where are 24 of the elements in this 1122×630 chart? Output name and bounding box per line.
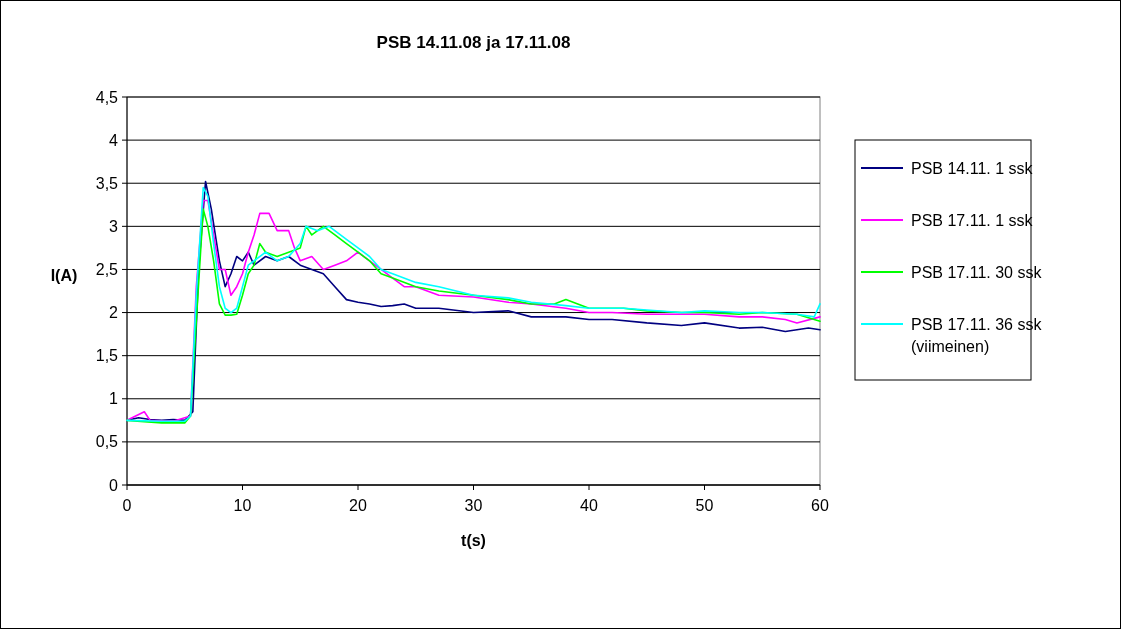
x-tick-label: 60 [811, 497, 829, 514]
y-tick-label: 4,5 [95, 88, 119, 106]
legend-label: PSB 17.11. 1 ssk [911, 211, 1034, 229]
x-axis-title: t(s) [461, 532, 486, 549]
y-tick-label: 3 [109, 217, 119, 235]
x-tick-label: 10 [233, 497, 252, 514]
x-tick-label: 0 [122, 497, 132, 514]
y-tick-label: 1 [109, 390, 119, 408]
x-tick-label: 50 [695, 497, 714, 514]
legend-label: PSB 17.11. 36 ssk (viimeinen) [911, 315, 1043, 355]
y-tick-label: 3,5 [95, 174, 119, 192]
y-tick-label: 2,5 [95, 261, 119, 279]
y-axis-title: I(A) [50, 267, 78, 284]
x-tick-label: 40 [580, 497, 598, 514]
x-tick-label: 30 [464, 497, 483, 514]
legend-label: PSB 14.11. 1 ssk [911, 159, 1034, 177]
x-tick-label: 20 [349, 497, 367, 514]
y-tick-label: 1,5 [95, 347, 119, 365]
y-tick-label: 2 [109, 304, 119, 322]
legend-label: PSB 17.11. 30 ssk [911, 263, 1043, 281]
y-tick-label: 4 [109, 131, 119, 149]
y-tick-label: 0 [109, 476, 119, 494]
y-tick-label: 0,5 [95, 433, 119, 451]
chart-title: PSB 14.11.08 ja 17.11.08 [376, 33, 571, 52]
